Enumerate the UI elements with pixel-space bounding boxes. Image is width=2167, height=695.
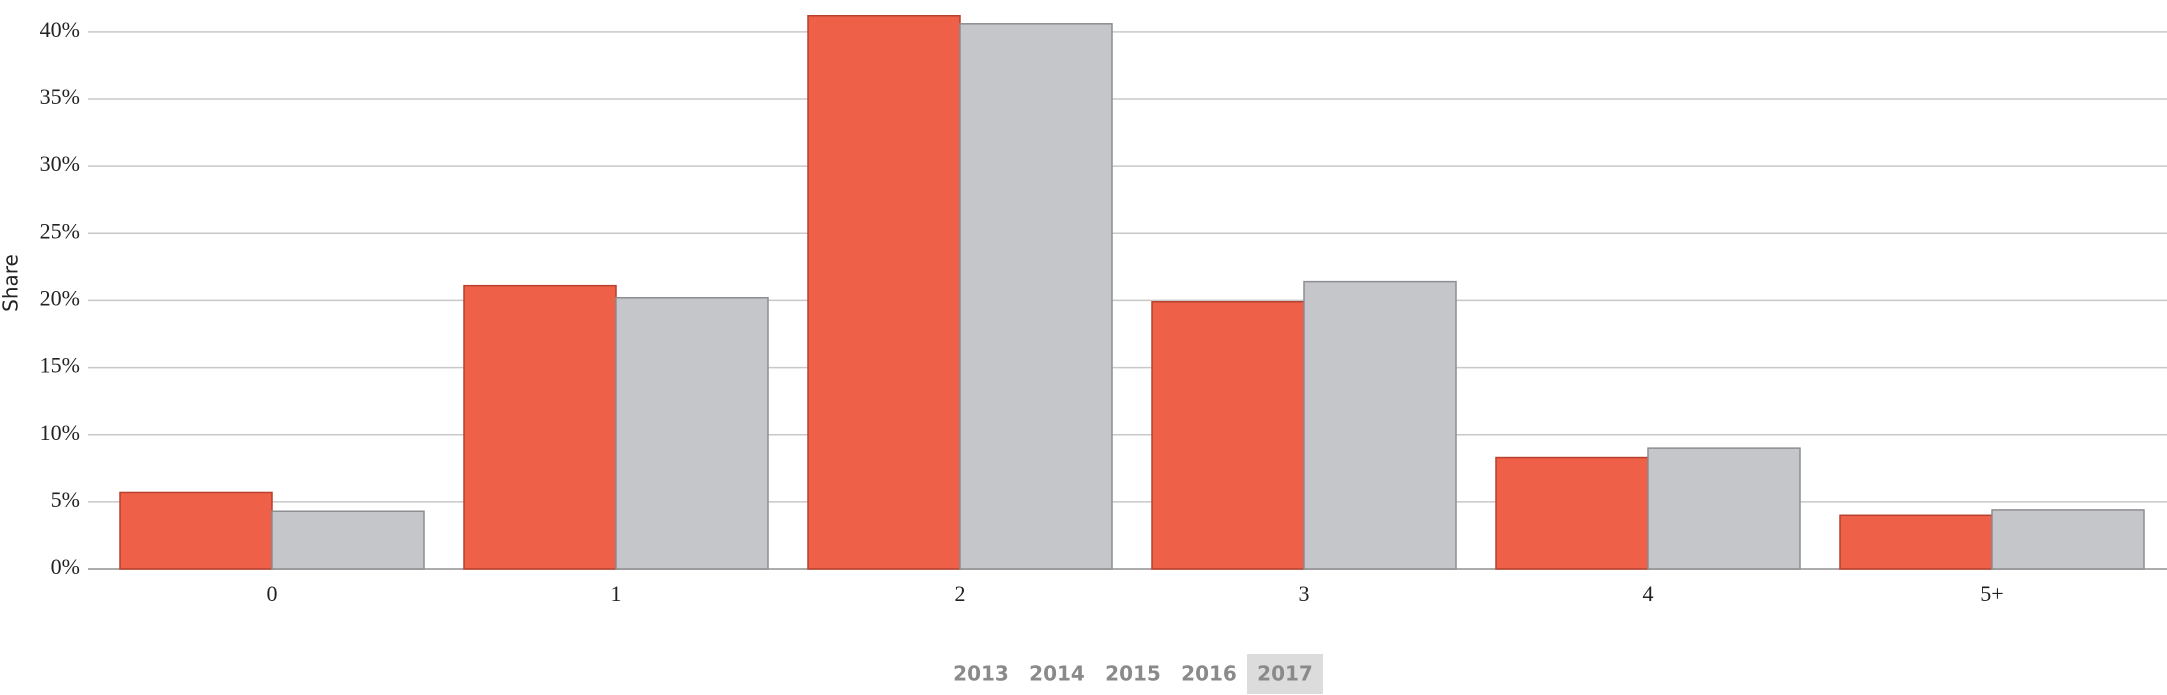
year-label[interactable]: 2014 [1029, 662, 1085, 686]
x-tick-label: 4 [1643, 581, 1654, 606]
year-button[interactable]: 2016 [1181, 662, 1237, 686]
y-tick-label: 5% [51, 487, 80, 512]
y-tick-label: 40% [40, 17, 80, 42]
year-button[interactable]: 2013 [953, 662, 1009, 686]
y-tick-label: 20% [40, 285, 80, 310]
y-tick-label: 0% [51, 554, 80, 579]
selected-background [1247, 654, 1323, 694]
bar [119, 491, 273, 570]
year-button[interactable]: 2015 [1105, 662, 1161, 686]
bar [1991, 509, 2145, 570]
x-tick-label: 0 [267, 581, 278, 606]
bar [271, 510, 425, 570]
y-tick-label: 10% [40, 420, 80, 445]
y-axis-label: Share [0, 254, 23, 312]
x-tick-label: 5+ [1980, 581, 2003, 606]
y-tick-label: 35% [40, 84, 80, 109]
y-tick-label: 15% [40, 353, 80, 378]
x-tick-label: 1 [611, 581, 622, 606]
bar [807, 14, 961, 570]
year-label[interactable]: 2017 [1257, 662, 1313, 686]
bar [1303, 280, 1457, 570]
year-button[interactable]: 2014 [1029, 662, 1085, 686]
year-label[interactable]: 2015 [1105, 662, 1161, 686]
bar [615, 296, 769, 570]
bar [1647, 447, 1801, 570]
year-label[interactable]: 2016 [1181, 662, 1237, 686]
bar [1839, 514, 1993, 570]
bar [1151, 301, 1305, 570]
bar [463, 284, 617, 570]
year-label[interactable]: 2013 [953, 662, 1009, 686]
y-tick-label: 30% [40, 151, 80, 176]
x-tick-label: 3 [1299, 581, 1310, 606]
bar [959, 23, 1113, 570]
x-tick-label: 2 [955, 581, 966, 606]
year-button[interactable]: 2017 [1247, 654, 1323, 694]
bar [1495, 456, 1649, 570]
y-tick-label: 25% [40, 218, 80, 243]
